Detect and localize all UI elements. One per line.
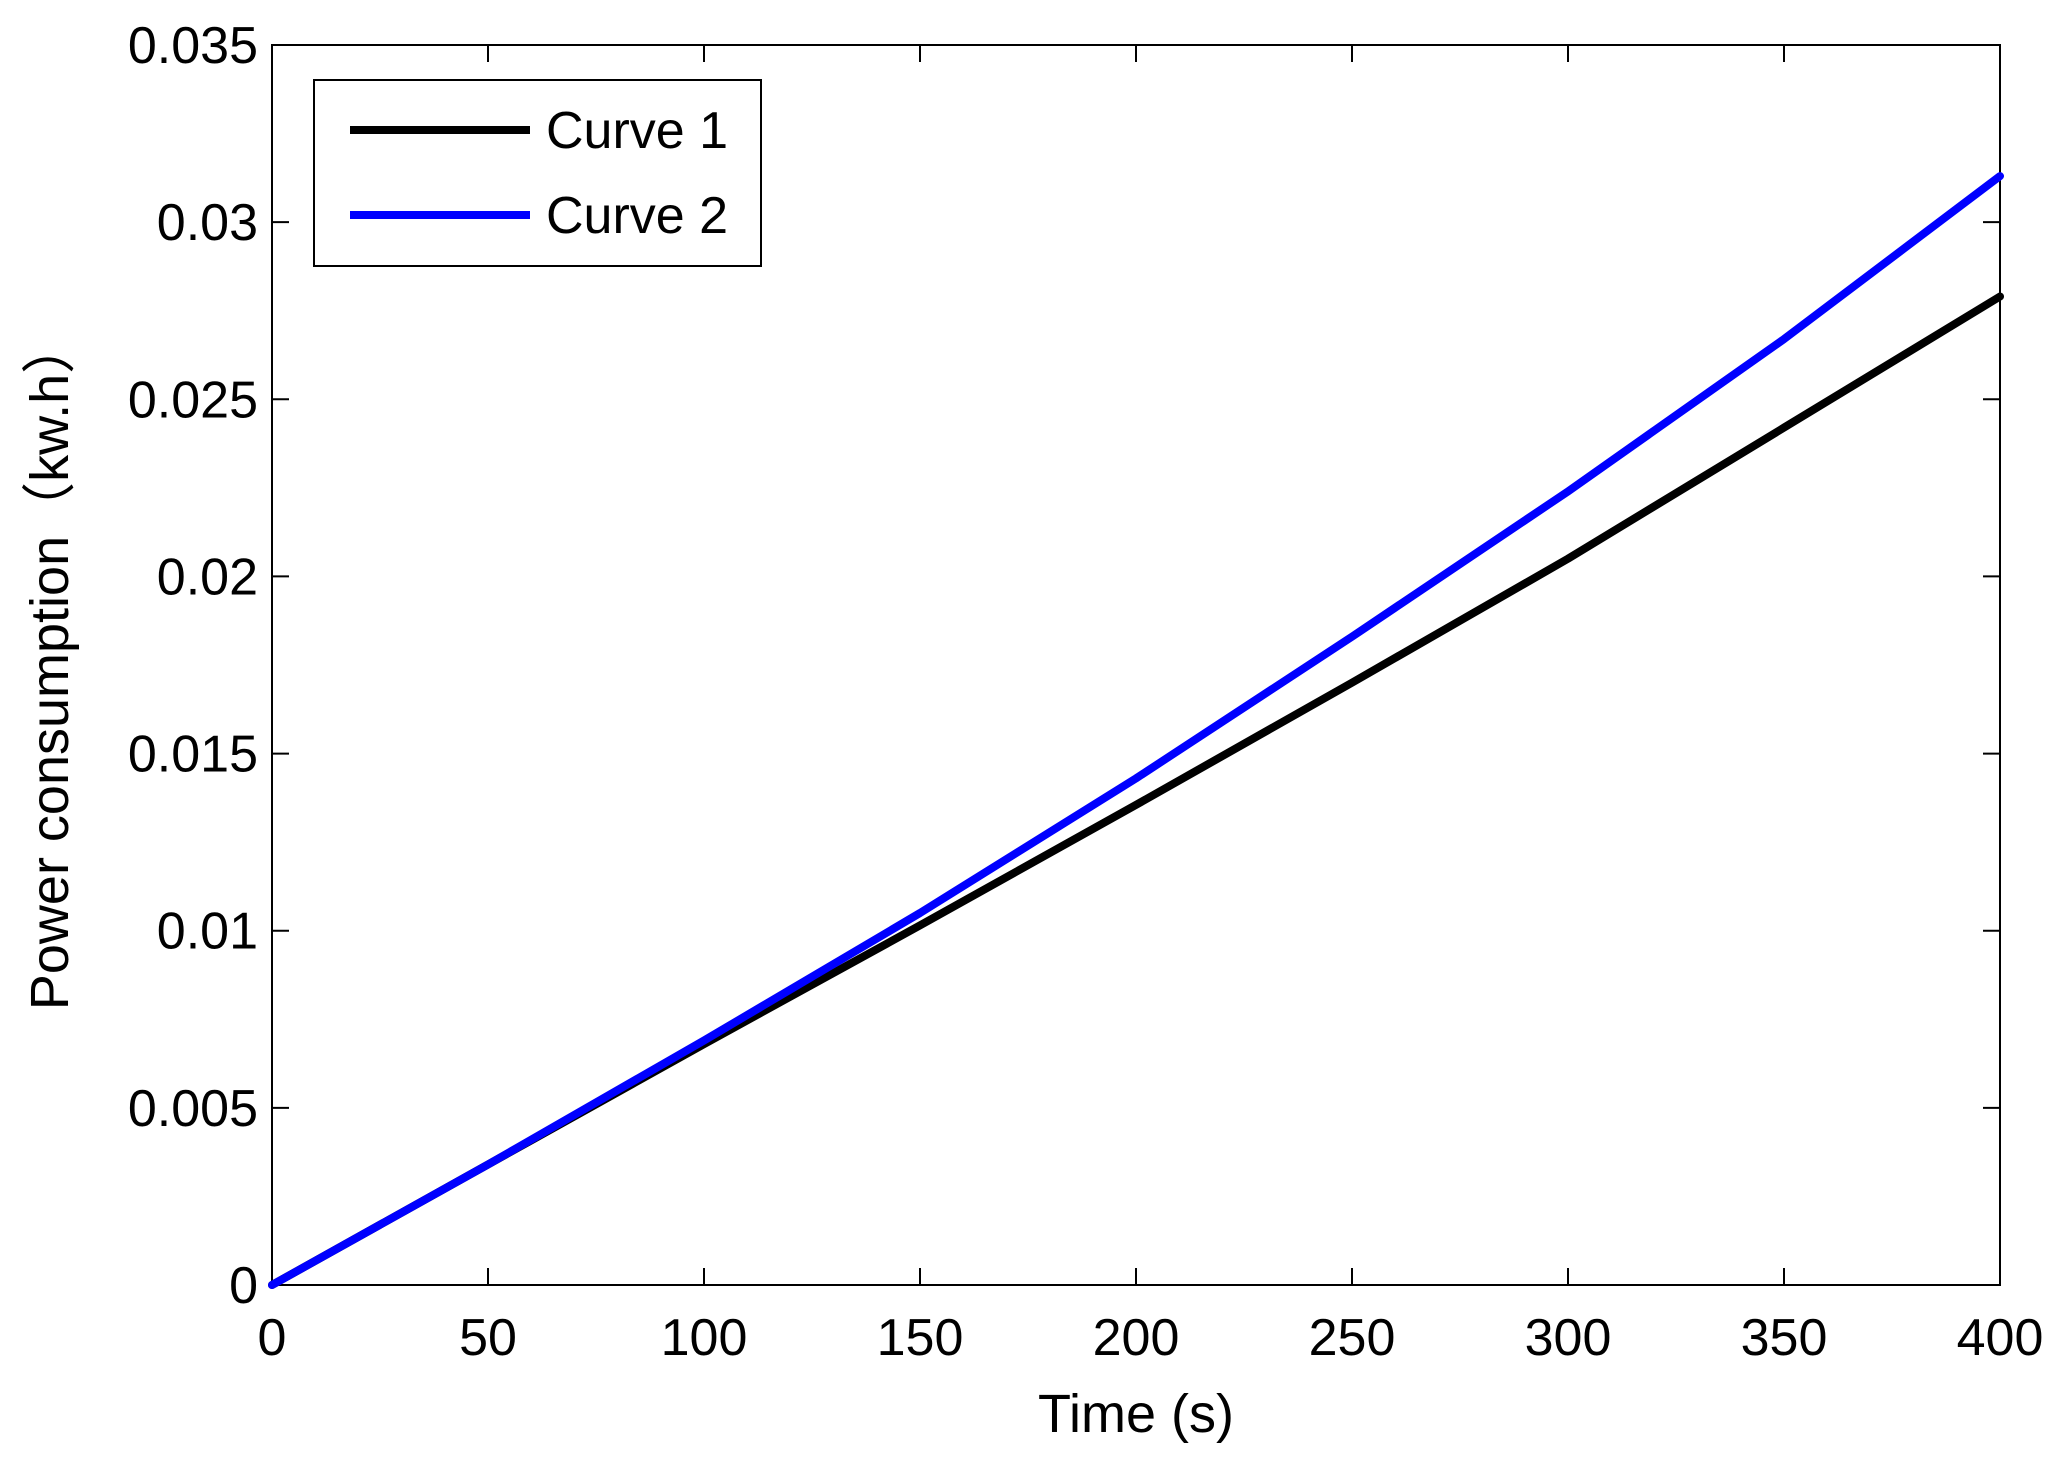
x-axis-label: Time (s)	[1038, 1384, 1234, 1444]
y-tick-label: 0.015	[128, 726, 258, 784]
y-tick-label: 0	[229, 1257, 258, 1315]
tick-labels: 0 50 100 150 200 250 300 350 400 0 0.005 0.01 0.015 0…	[128, 17, 2044, 1367]
y-tick-label: 0.02	[157, 548, 258, 606]
y-tick-label: 0.03	[157, 194, 258, 252]
y-tick-label: 0.035	[128, 17, 258, 75]
y-tick-label: 0.025	[128, 371, 258, 429]
series-lines	[268, 172, 2004, 1289]
series-line-curve-2	[268, 172, 2004, 1289]
x-tick-label: 100	[661, 1309, 748, 1367]
legend-box	[313, 79, 762, 267]
x-tick-label: 250	[1309, 1309, 1396, 1367]
legend: Curve 1 Curve 2	[313, 79, 762, 267]
legend-label-curve-2: Curve 2	[546, 187, 728, 245]
axis-ticks	[271, 44, 2001, 1286]
y-tick-label: 0.005	[128, 1080, 258, 1138]
legend-label-curve-1: Curve 1	[546, 102, 728, 160]
x-tick-label: 0	[258, 1309, 287, 1367]
x-tick-label: 350	[1741, 1309, 1828, 1367]
y-axis-label: Power consumption（kw.h）	[20, 320, 80, 1010]
x-tick-label: 400	[1957, 1309, 2044, 1367]
x-tick-label: 150	[877, 1309, 964, 1367]
x-tick-label: 300	[1525, 1309, 1612, 1367]
x-tick-label: 50	[459, 1309, 517, 1367]
y-tick-label: 0.01	[157, 903, 258, 961]
x-tick-label: 200	[1093, 1309, 1180, 1367]
